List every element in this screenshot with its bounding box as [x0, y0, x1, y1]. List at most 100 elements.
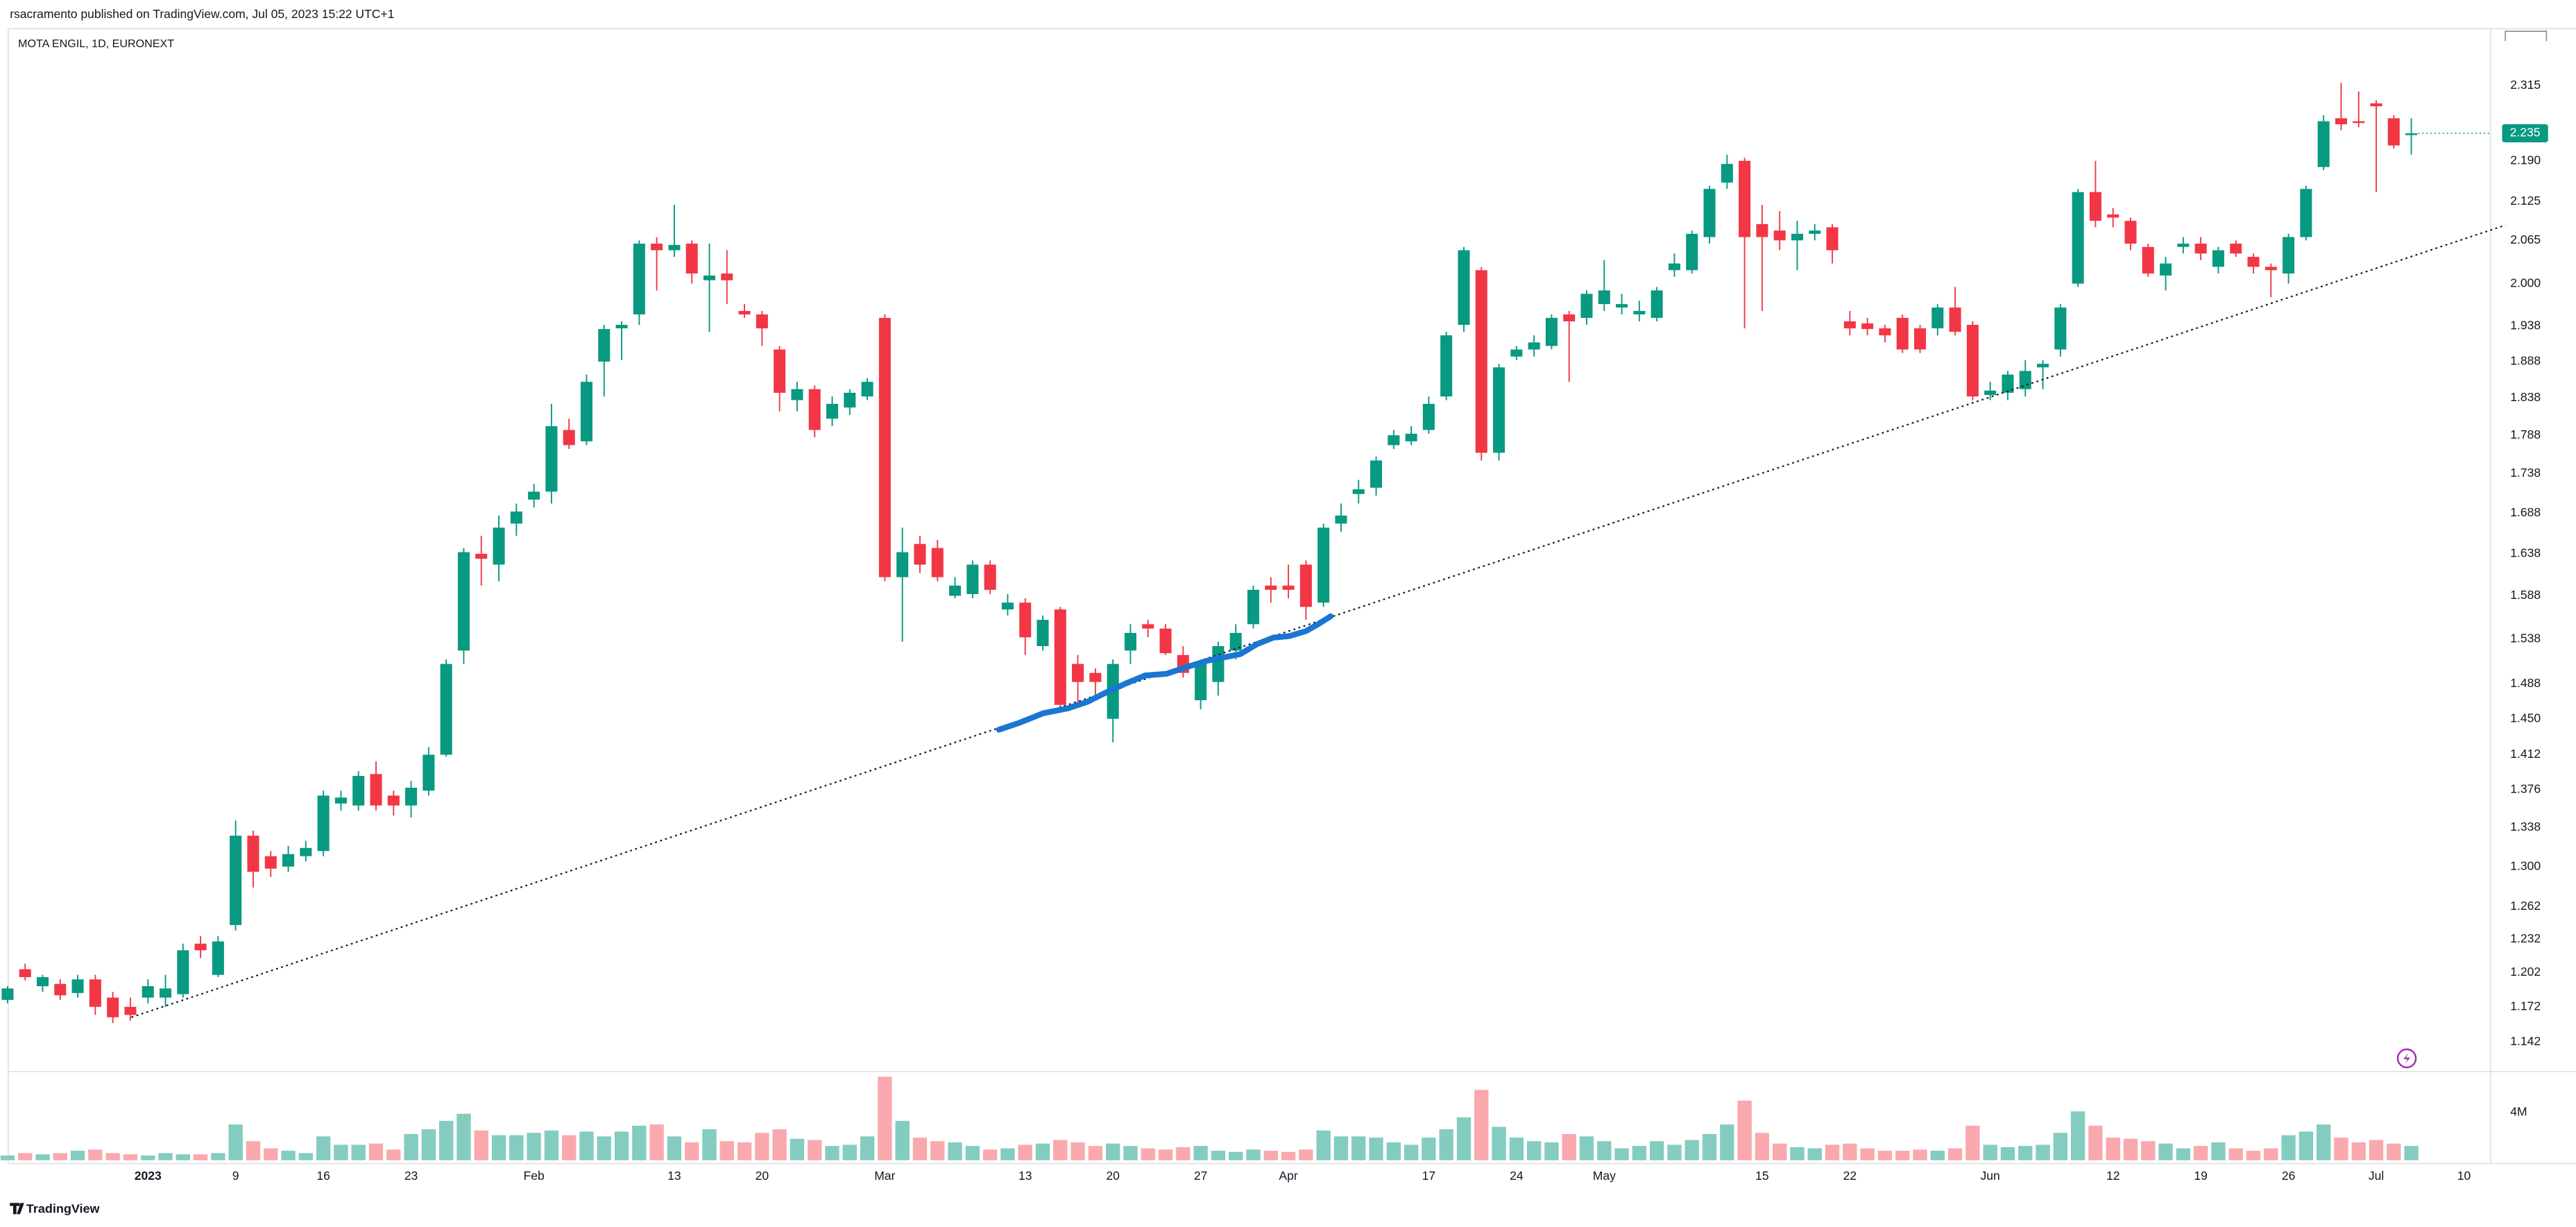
volume-bar: [1825, 1144, 1840, 1160]
candle-body: [878, 318, 891, 577]
volume-bar: [1229, 1151, 1243, 1160]
volume-bar: [2036, 1144, 2050, 1160]
candle-body: [738, 311, 751, 315]
candle-body: [2019, 371, 2031, 389]
candle-body: [1598, 290, 1610, 305]
candle-body: [2177, 244, 2190, 247]
volume-bar: [878, 1076, 892, 1160]
x-tick-label: 24: [1510, 1169, 1524, 1183]
y-tick-label: 1.142: [2510, 1034, 2541, 1048]
volume-bar: [2106, 1137, 2120, 1160]
candle-body: [1686, 233, 1698, 271]
y-tick-label: 1.412: [2510, 747, 2541, 761]
volume-bar: [211, 1153, 225, 1160]
candle-body: [1650, 290, 1663, 319]
volume-bar: [1158, 1149, 1173, 1160]
volume-bar: [755, 1133, 769, 1160]
volume-bar: [105, 1153, 120, 1160]
y-tick-label: 1.300: [2510, 858, 2541, 872]
candle-body: [528, 491, 540, 500]
volume-bar: [808, 1140, 822, 1160]
y-tick-label: 1.488: [2510, 676, 2541, 690]
volume-bar: [719, 1141, 734, 1160]
volume-bar: [1860, 1148, 1875, 1160]
candle-body: [107, 997, 119, 1017]
volume-bar: [1947, 1148, 1963, 1160]
volume-bar: [1246, 1149, 1261, 1160]
volume-bar: [2404, 1146, 2419, 1160]
x-tick-label: 19: [2194, 1169, 2207, 1183]
x-tick-label: Apr: [1279, 1169, 1297, 1183]
volume-bar: [141, 1155, 155, 1160]
candle-body: [2072, 192, 2084, 284]
y-tick-label: 2.065: [2510, 232, 2541, 246]
volume-bar: [702, 1129, 717, 1160]
candle-body: [54, 983, 67, 996]
volume-bar: [1509, 1137, 1524, 1160]
candle-body: [334, 797, 347, 804]
candle-body: [791, 389, 803, 400]
candle-body: [1721, 164, 1733, 183]
volume-bar: [298, 1153, 314, 1160]
volume-bar: [1773, 1143, 1787, 1160]
volume-bar: [597, 1136, 611, 1160]
candle-body: [2002, 374, 2014, 393]
volume-bar: [264, 1148, 278, 1160]
volume-bar: [2246, 1151, 2261, 1160]
volume-bar: [2334, 1137, 2348, 1160]
candle-body: [2335, 118, 2347, 125]
volume-bar: [386, 1149, 401, 1160]
volume-bar: [1088, 1146, 1103, 1160]
volume-bar: [1965, 1125, 1980, 1160]
candle-body: [2370, 103, 2382, 107]
candle-body: [2353, 121, 2365, 124]
candle-body: [405, 788, 418, 806]
candle-body: [1037, 620, 1049, 646]
volume-bar: [2141, 1141, 2156, 1160]
candle-body: [475, 554, 488, 559]
candle-body: [1879, 328, 1891, 336]
candle-body: [71, 979, 84, 993]
candle-body: [1545, 318, 1558, 346]
candle-body: [510, 511, 522, 524]
x-tick-label: 23: [404, 1169, 418, 1183]
footer-logo: TradingView: [10, 1202, 101, 1216]
y-tick-label: 1.888: [2510, 354, 2541, 368]
candle-body: [19, 969, 31, 977]
volume-bar: [1071, 1142, 1085, 1160]
candle-body: [1913, 328, 1927, 350]
volume-bar: [1913, 1149, 1927, 1160]
x-tick-label: Feb: [524, 1169, 545, 1183]
candle-body: [423, 754, 435, 791]
alert-icon: [2396, 1048, 2417, 1069]
volume-bar: [2228, 1148, 2243, 1160]
volume-bar: [649, 1124, 664, 1160]
candle-body: [1282, 585, 1295, 590]
volume-bar: [737, 1142, 752, 1160]
volume-tick-label: 4M: [2510, 1105, 2527, 1119]
volume-bar: [1562, 1134, 1576, 1160]
candle-body: [844, 392, 856, 408]
volume-bar: [1544, 1142, 1559, 1160]
candle-body: [1072, 663, 1084, 682]
candle-body: [984, 564, 996, 590]
y-tick-label: 1.202: [2510, 965, 2541, 979]
candle-body: [1299, 564, 1312, 607]
volume-bar: [579, 1131, 594, 1160]
volume-bar: [1351, 1136, 1366, 1160]
candle-body: [142, 986, 154, 998]
candle-body: [1791, 233, 1804, 241]
candle-body: [2054, 307, 2067, 350]
x-tick-label: Jun: [1981, 1169, 2000, 1183]
volume-bar: [1790, 1146, 1805, 1160]
volume-bar: [2351, 1142, 2366, 1160]
volume-bar: [1123, 1146, 1138, 1160]
candle-body: [1984, 390, 1997, 396]
volume-bar: [1755, 1133, 1770, 1160]
x-tick-label: 15: [1755, 1169, 1768, 1183]
volume-bar: [2211, 1142, 2226, 1160]
corner-icon: [2505, 31, 2548, 42]
y-tick-label: 1.688: [2510, 505, 2541, 519]
volume-bar: [1720, 1124, 1734, 1160]
